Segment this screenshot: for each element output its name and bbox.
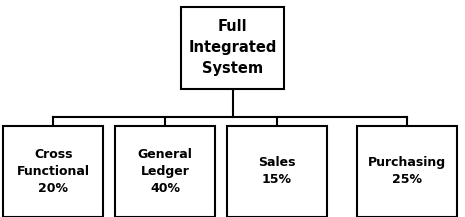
FancyBboxPatch shape bbox=[227, 126, 326, 217]
Text: Purchasing
25%: Purchasing 25% bbox=[368, 156, 446, 186]
FancyBboxPatch shape bbox=[115, 126, 215, 217]
FancyBboxPatch shape bbox=[357, 126, 457, 217]
Text: General
Ledger
40%: General Ledger 40% bbox=[138, 148, 193, 195]
FancyBboxPatch shape bbox=[181, 7, 284, 89]
Text: Full
Integrated
System: Full Integrated System bbox=[188, 19, 277, 76]
Text: Cross
Functional
20%: Cross Functional 20% bbox=[17, 148, 90, 195]
FancyBboxPatch shape bbox=[4, 126, 103, 217]
Text: Sales
15%: Sales 15% bbox=[258, 156, 295, 186]
